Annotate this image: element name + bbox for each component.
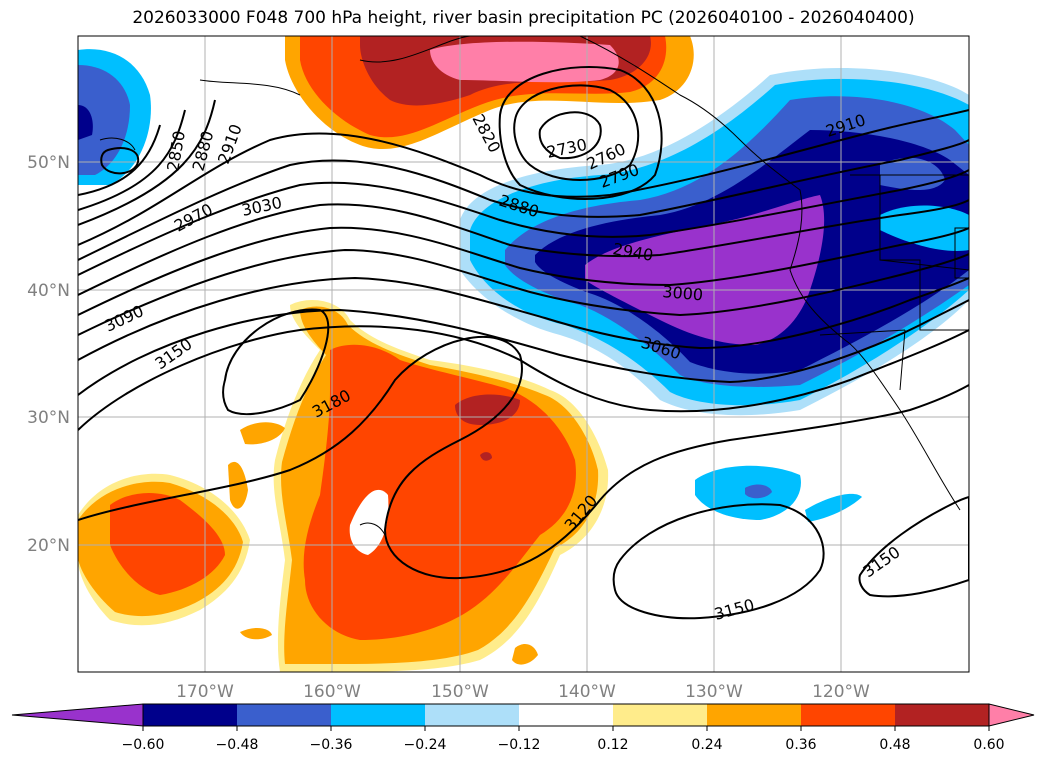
lon-label: 160°W	[303, 682, 361, 702]
colorbar-tick-label: 0.12	[597, 737, 628, 753]
lat-label: 40°N	[27, 281, 70, 301]
map-plot-area: 2850 2880 2910 2970 3030 3090 3150 3180 …	[77, 35, 970, 673]
colorbar-tick-label: −0.36	[310, 737, 353, 753]
lon-label: 140°W	[558, 682, 616, 702]
contour-label: 3000	[662, 282, 704, 304]
colorbar-extend-low	[11, 703, 144, 727]
colorbar-segment	[331, 704, 426, 726]
colorbar-segment	[707, 704, 802, 726]
colorbar-segment	[425, 704, 520, 726]
colorbar-segment	[801, 704, 896, 726]
height-contours	[78, 66, 969, 620]
colorbar-tick-label: −0.12	[498, 737, 541, 753]
graticule	[78, 36, 969, 672]
lat-label: 50°N	[27, 153, 70, 173]
map-frame	[77, 35, 970, 673]
colorbar-outline	[142, 703, 990, 727]
lon-label: 120°W	[812, 682, 870, 702]
colorbar-tick-label: 0.60	[973, 737, 1004, 753]
colorbar-segment	[143, 704, 238, 726]
latitude-labels: 50°N 40°N 30°N 20°N	[27, 153, 70, 556]
lat-label: 30°N	[27, 408, 70, 428]
lon-label: 170°W	[176, 682, 234, 702]
longitude-labels: 170°W 160°W 150°W 140°W 130°W 120°W	[176, 682, 870, 702]
colorbar-tick-label: 0.36	[785, 737, 816, 753]
colorbar-tick-label: −0.24	[404, 737, 447, 753]
colorbar-segment	[237, 704, 332, 726]
lat-label: 20°N	[27, 536, 70, 556]
colorbar-tick-label: −0.60	[122, 737, 165, 753]
lon-label: 130°W	[685, 682, 743, 702]
coastlines	[99, 36, 969, 536]
colorbar-segment	[519, 704, 614, 726]
colorbar-segment	[895, 704, 990, 726]
colorbar-extend-high	[988, 703, 1035, 727]
colorbar-tick-label: 0.48	[879, 737, 910, 753]
colorbar: −0.60 −0.48 −0.36 −0.24 −0.12 0.12 0.24 0.36 0.4…	[11, 703, 1035, 753]
lon-label: 150°W	[431, 682, 489, 702]
colorbar-tick-label: 0.24	[691, 737, 722, 753]
colorbar-segment	[613, 704, 708, 726]
colorbar-tick-label: −0.48	[216, 737, 259, 753]
chart-title: 2026033000 F048 700 hPa height, river ba…	[132, 8, 915, 28]
